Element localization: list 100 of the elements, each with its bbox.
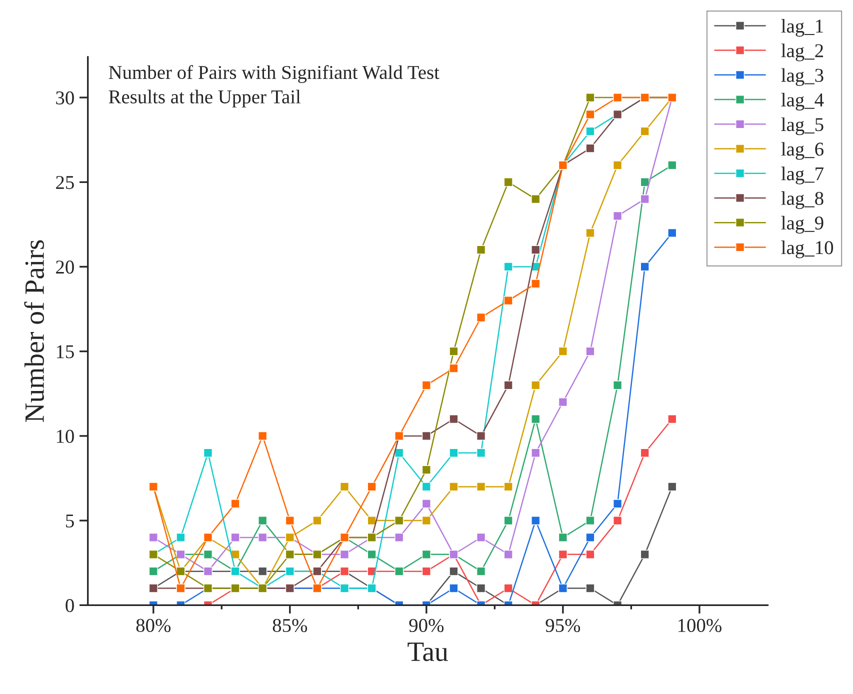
point <box>640 126 650 136</box>
point <box>586 516 595 526</box>
point <box>230 532 240 542</box>
point <box>422 380 431 390</box>
point <box>504 262 513 272</box>
point <box>640 550 650 559</box>
point <box>422 431 431 440</box>
point <box>504 516 513 526</box>
point <box>285 516 294 526</box>
point <box>449 346 458 356</box>
point <box>476 431 486 440</box>
point <box>668 414 677 424</box>
point <box>476 566 486 576</box>
point <box>148 566 158 576</box>
point <box>504 584 513 593</box>
point <box>504 178 513 187</box>
legend-label: lag_4 <box>781 92 824 111</box>
x-tick-label: 80% <box>136 618 171 632</box>
point <box>586 346 595 356</box>
point <box>449 414 458 424</box>
point <box>340 550 350 559</box>
point <box>640 448 650 458</box>
point <box>504 482 513 492</box>
point <box>203 448 213 458</box>
point <box>258 516 268 526</box>
legend-label: lag_2 <box>781 44 823 62</box>
x-tick-label: 100% <box>678 618 722 632</box>
legend-label: lag_10 <box>781 240 834 258</box>
point <box>422 550 431 559</box>
point <box>476 448 486 458</box>
point <box>367 482 376 492</box>
point <box>148 532 158 542</box>
point <box>668 160 677 170</box>
point <box>367 516 376 526</box>
point <box>613 160 622 170</box>
point <box>258 566 268 576</box>
point <box>531 516 540 526</box>
point <box>176 532 186 542</box>
point <box>613 380 622 390</box>
point <box>258 532 268 542</box>
legend-label: lag_3 <box>781 68 824 86</box>
point <box>558 532 568 542</box>
y-tick-label: 15 <box>56 345 74 358</box>
y-tick-label: 10 <box>56 430 74 443</box>
point <box>613 211 622 220</box>
point <box>367 550 376 559</box>
y-tick-label: 0 <box>66 598 74 612</box>
point <box>394 532 404 542</box>
point <box>449 448 458 458</box>
point <box>531 448 540 458</box>
point <box>422 465 431 474</box>
legend-label: lag_7 <box>781 166 824 184</box>
point <box>586 93 595 102</box>
point <box>449 584 458 593</box>
point <box>586 126 595 136</box>
point <box>203 550 213 559</box>
point <box>476 584 486 593</box>
legend-label: lag_9 <box>781 216 824 234</box>
point <box>613 499 622 508</box>
point <box>531 380 540 390</box>
legend-label: lag_8 <box>781 191 824 209</box>
point <box>531 414 540 424</box>
point <box>668 482 677 492</box>
x-tick-label: 85% <box>272 618 308 632</box>
point <box>422 499 431 508</box>
point <box>230 499 240 508</box>
y-tick-label: 25 <box>56 176 74 190</box>
point <box>668 228 677 238</box>
point <box>476 245 486 254</box>
point <box>586 228 595 238</box>
y-tick-label: 5 <box>66 514 74 528</box>
point <box>586 144 595 153</box>
x-tick-label: 90% <box>409 618 444 632</box>
point <box>340 482 350 492</box>
point <box>558 550 568 559</box>
point <box>504 296 513 306</box>
point <box>476 532 486 542</box>
point <box>531 194 540 204</box>
point <box>586 584 595 593</box>
point <box>394 448 404 458</box>
point <box>531 279 540 288</box>
text: Number of Pairs with Signifiant Wald Test Results at the Upper Tail <box>108 65 440 108</box>
y-axis-title: Number of Pairs <box>24 240 44 422</box>
point <box>449 482 458 492</box>
legend-label: lag_6 <box>781 142 824 160</box>
point <box>613 516 622 526</box>
point <box>504 380 513 390</box>
point <box>586 532 595 542</box>
point <box>422 566 431 576</box>
point <box>640 262 650 272</box>
y-tick-label: 30 <box>56 91 74 104</box>
legend-label: lag_1 <box>781 19 823 37</box>
point <box>558 398 568 407</box>
legend-label: lag_5 <box>781 117 824 136</box>
point <box>558 346 568 356</box>
x-tick-label: 95% <box>546 618 580 632</box>
point <box>422 482 431 492</box>
point <box>312 516 322 526</box>
point <box>449 364 458 373</box>
point <box>586 110 595 119</box>
